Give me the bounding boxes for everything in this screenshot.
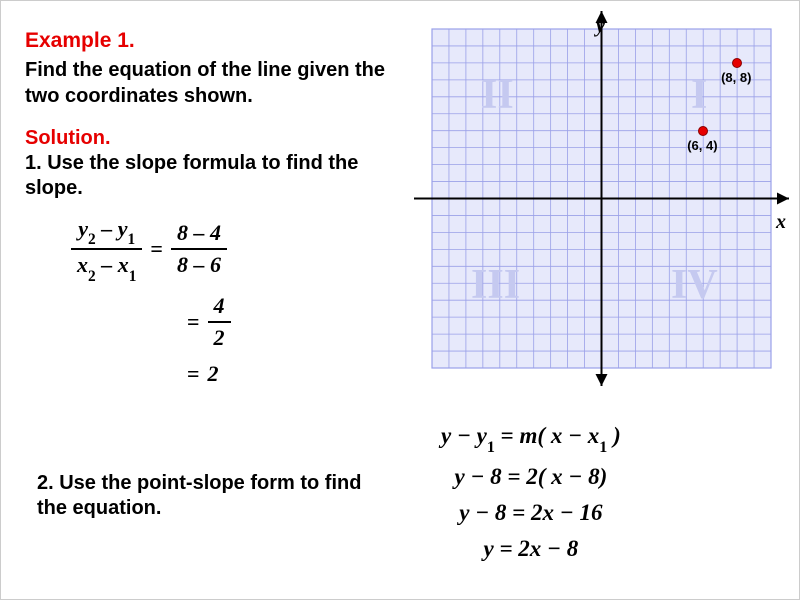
x-var2: x	[118, 252, 129, 277]
quadrant-1-label: I	[691, 71, 707, 119]
slope-calc-frac: 8 – 4 8 – 6	[171, 220, 227, 278]
equals-2: =	[187, 309, 200, 335]
example-title: Example 1.	[25, 29, 135, 53]
simplify-num: 4	[208, 293, 231, 323]
step-2-text: 2. Use the point-slope form to find the …	[37, 471, 377, 521]
data-point-label: (6, 4)	[687, 138, 717, 153]
calc-num: 8 – 4	[171, 220, 227, 250]
problem-statement: Find the equation of the line given the …	[25, 57, 385, 109]
slope-formula-row3: = 2	[179, 361, 231, 387]
coordinate-graph	[414, 11, 789, 386]
slope-formula-row2: = 4 2	[179, 293, 231, 351]
data-point	[732, 58, 742, 68]
data-point	[698, 126, 708, 136]
y-var2: y	[118, 216, 128, 241]
x-axis-label: x	[776, 211, 786, 234]
equals-1: =	[150, 236, 163, 262]
step-1-text: 1. Use the slope formula to find the slo…	[25, 151, 385, 201]
solution-title: Solution.	[25, 127, 111, 150]
sub1: 1	[127, 231, 135, 248]
quadrant-3-label: III	[471, 261, 520, 309]
ps-line1: y − y1 = m( x − x1 )	[441, 423, 621, 454]
sub2: 2	[88, 231, 96, 248]
slope-formula-frac: y2 – y1 x2 – x1	[71, 216, 142, 283]
quadrant-2-label: II	[481, 71, 514, 119]
ps-line4: y = 2x − 8	[441, 536, 621, 562]
point-slope-equations: y − y1 = m( x − x1 ) y − 8 = 2( x − 8) y…	[441, 423, 621, 572]
calc-den: 8 – 6	[171, 250, 227, 278]
simplify-den: 2	[208, 323, 231, 351]
sub1b: 1	[129, 268, 137, 285]
quadrant-4-label: IV	[671, 261, 718, 309]
slope-simplify-frac: 4 2	[208, 293, 231, 351]
sub2b: 2	[88, 268, 96, 285]
y-axis-label: y	[596, 15, 605, 38]
ps-line2: y − 8 = 2( x − 8)	[441, 464, 621, 490]
slope-formula-block: y2 – y1 x2 – x1 = 8 – 4 8 – 6 = 4 2 = 2	[71, 216, 231, 397]
x-var: x	[77, 252, 88, 277]
y-var: y	[78, 216, 88, 241]
ps-line3: y − 8 = 2x − 16	[441, 500, 621, 526]
data-point-label: (8, 8)	[721, 70, 751, 85]
slope-formula-row1: y2 – y1 x2 – x1 = 8 – 4 8 – 6	[71, 216, 231, 283]
slope-result: 2	[208, 361, 219, 387]
equals-3: =	[187, 361, 200, 387]
